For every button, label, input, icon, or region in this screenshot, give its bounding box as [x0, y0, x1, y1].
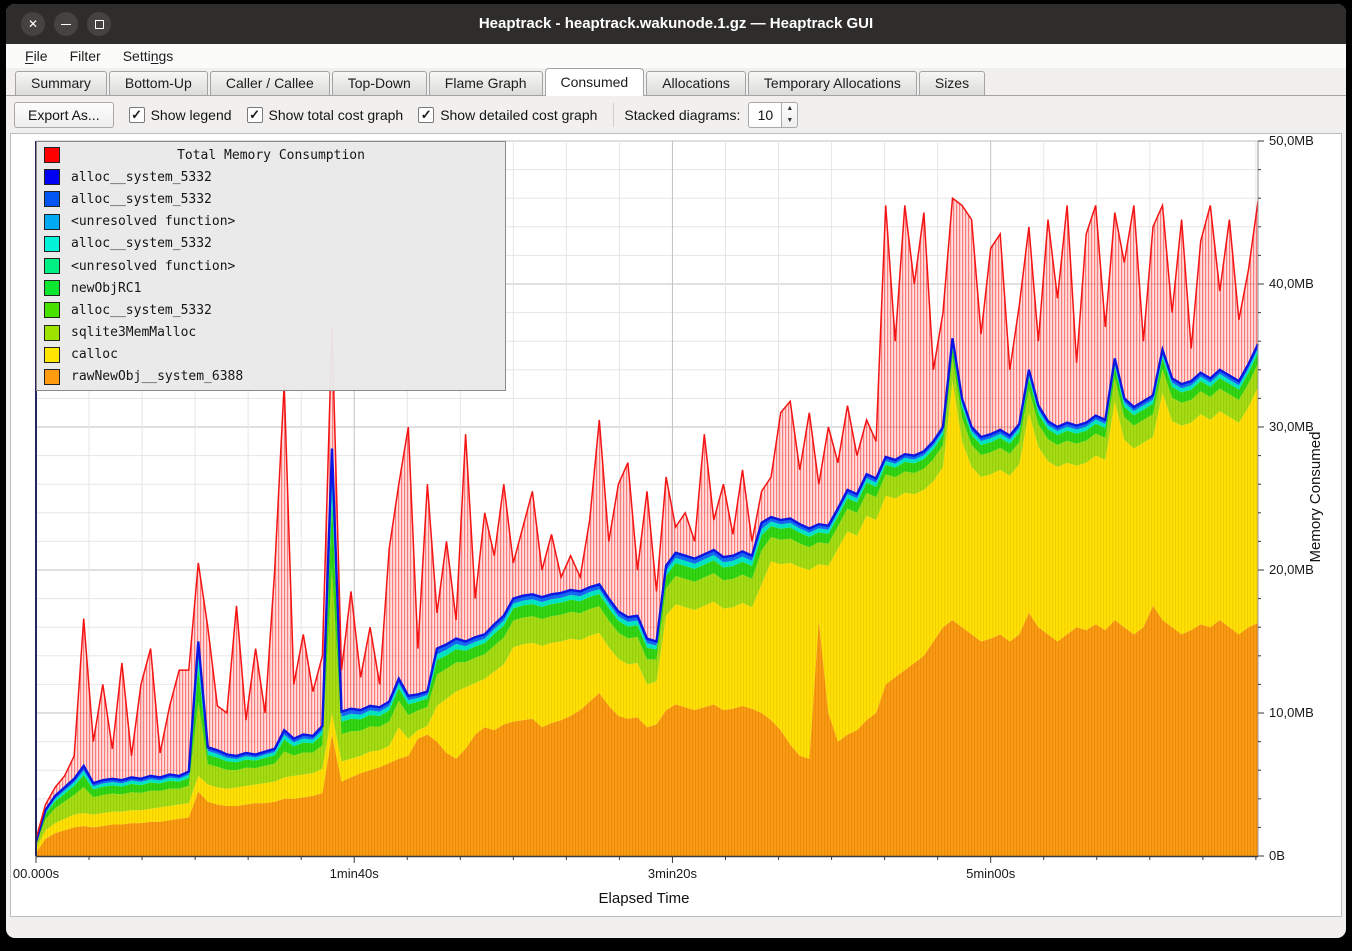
toolbar-separator: [613, 102, 615, 127]
legend-swatch: [44, 258, 60, 275]
spinner-up-button[interactable]: ▲: [786, 104, 794, 112]
close-button[interactable]: ✕: [21, 12, 45, 36]
legend-item: calloc: [37, 344, 505, 366]
legend-item: newObjRC1: [37, 277, 505, 299]
y-axis-title: Memory Consumed: [1307, 431, 1324, 563]
app-window: ✕ Heaptrack - heaptrack.wakunode.1.gz — …: [6, 4, 1346, 938]
legend-label: rawNewObj__system_6388: [71, 369, 244, 385]
legend-swatch: [44, 147, 60, 164]
stacked-diagrams-spinner: 10 ▲ ▼: [748, 101, 799, 128]
legend-swatch: [44, 280, 60, 297]
legend-item: alloc__system_5332: [37, 299, 505, 321]
x-tick-label: 3min20s: [647, 866, 698, 881]
chart-legend: Total Memory Consumption alloc__system_53…: [36, 141, 506, 391]
legend-swatch: [44, 324, 60, 341]
legend-swatch: [44, 213, 60, 230]
minimize-button[interactable]: [54, 12, 78, 36]
series-calloc-area: [36, 381, 1258, 854]
legend-item: alloc__system_5332: [37, 166, 505, 188]
legend-label: Total Memory Consumption: [177, 147, 365, 163]
series-band-area-3: [36, 338, 1258, 843]
series-rawnewobj-area: [36, 605, 1258, 856]
legend-swatch: [44, 191, 60, 208]
x-tick-label: 1min40s: [329, 866, 379, 881]
legend-swatch: [44, 346, 60, 363]
stacked-areas: [34, 196, 1260, 856]
tab-caller-callee[interactable]: Caller / Callee: [209, 71, 330, 95]
legend-swatch: [44, 302, 60, 319]
y-tick-label: 20,0MB: [1269, 562, 1314, 577]
legend-label: sqlite3MemMalloc: [71, 325, 197, 341]
x-tick-label: 5min00s: [966, 866, 1016, 881]
tab-consumed[interactable]: Consumed: [544, 68, 645, 96]
checkbox-show-detailed-cost-graph[interactable]: ✓ Show detailed cost graph: [418, 106, 598, 123]
tab-sizes[interactable]: Sizes: [918, 71, 986, 95]
y-tick-label: 30,0MB: [1269, 419, 1314, 434]
maximize-button[interactable]: [87, 12, 111, 36]
tab-top-down[interactable]: Top-Down: [331, 71, 427, 95]
legend-item: alloc__system_5332: [37, 233, 505, 255]
tab-temporary-allocations[interactable]: Temporary Allocations: [747, 71, 917, 95]
legend-item: rawNewObj__system_6388: [37, 366, 505, 388]
legend-label: calloc: [71, 347, 118, 363]
x-tick-label: 00.000s: [12, 866, 60, 881]
x-axis-title: Elapsed Time: [598, 890, 690, 907]
export-as-button[interactable]: Export As...: [14, 101, 114, 128]
legend-label: alloc__system_5332: [71, 191, 212, 207]
checkbox-show-total-cost-graph[interactable]: ✓ Show total cost graph: [246, 106, 404, 123]
legend-label: newObjRC1: [71, 280, 142, 296]
legend-label: alloc__system_5332: [71, 236, 212, 252]
legend-label: <unresolved function>: [71, 258, 236, 274]
checkbox-label: Show detailed cost graph: [440, 106, 598, 123]
series-band-area-0: [36, 357, 1258, 849]
legend-item: <unresolved function>: [37, 255, 505, 277]
series-band-area-2: [36, 342, 1258, 844]
legend-label: <unresolved function>: [71, 214, 236, 230]
stacked-diagrams-label: Stacked diagrams:: [624, 106, 741, 123]
checkbox-icon: ✓: [128, 106, 145, 123]
legend-item: <unresolved function>: [37, 211, 505, 233]
tab-bottom-up[interactable]: Bottom-Up: [108, 71, 208, 95]
spinner-down-button[interactable]: ▼: [786, 116, 794, 124]
memory-consumption-chart[interactable]: [11, 134, 1341, 916]
y-tick-label: 10,0MB: [1269, 705, 1314, 720]
checkbox-icon: ✓: [418, 106, 435, 123]
series-alloc-line: [34, 338, 1260, 843]
window-title: Heaptrack - heaptrack.wakunode.1.gz — He…: [478, 15, 874, 32]
legend-item: alloc__system_5332: [37, 188, 505, 210]
legend-item: sqlite3MemMalloc: [37, 322, 505, 344]
y-tick-label: 50,0MB: [1269, 133, 1314, 148]
y-tick-label: 0B: [1269, 848, 1285, 863]
stacked-diagrams-value[interactable]: 10: [748, 101, 782, 128]
titlebar: ✕ Heaptrack - heaptrack.wakunode.1.gz — …: [6, 4, 1346, 44]
legend-item: Total Memory Consumption: [37, 144, 505, 166]
legend-swatch: [44, 368, 60, 385]
close-icon: ✕: [27, 17, 39, 31]
series-total-line: [35, 196, 1259, 840]
legend-swatch: [44, 169, 60, 186]
minimize-icon: [61, 23, 71, 25]
y-tick-label: 40,0MB: [1269, 276, 1314, 291]
tab-flame-graph[interactable]: Flame Graph: [428, 71, 543, 95]
consumed-chart-panel: 00.000s 1min40s 3min20s 5min00s 0B 10,0MB 20,0…: [10, 133, 1342, 917]
checkbox-label: Show legend: [150, 106, 232, 123]
checkbox-show-legend[interactable]: ✓ Show legend: [128, 106, 232, 123]
legend-label: alloc__system_5332: [71, 169, 212, 185]
legend-label: alloc__system_5332: [71, 302, 212, 318]
legend-swatch: [44, 235, 60, 252]
menu-filter[interactable]: Filter: [69, 48, 101, 64]
tab-allocations[interactable]: Allocations: [646, 71, 746, 95]
menubar: File Filter Settings: [6, 44, 1346, 68]
maximize-icon: [94, 19, 104, 29]
tab-bar: Summary Bottom-Up Caller / Callee Top-Down F…: [6, 68, 1346, 96]
tab-summary[interactable]: Summary: [15, 71, 107, 95]
checkbox-icon: ✓: [246, 106, 263, 123]
menu-settings[interactable]: Settings: [122, 48, 174, 64]
menu-file[interactable]: File: [25, 48, 48, 64]
toolbar: Export As... ✓ Show legend ✓ Show total cos…: [6, 96, 1346, 133]
checkbox-label: Show total cost graph: [268, 106, 404, 123]
